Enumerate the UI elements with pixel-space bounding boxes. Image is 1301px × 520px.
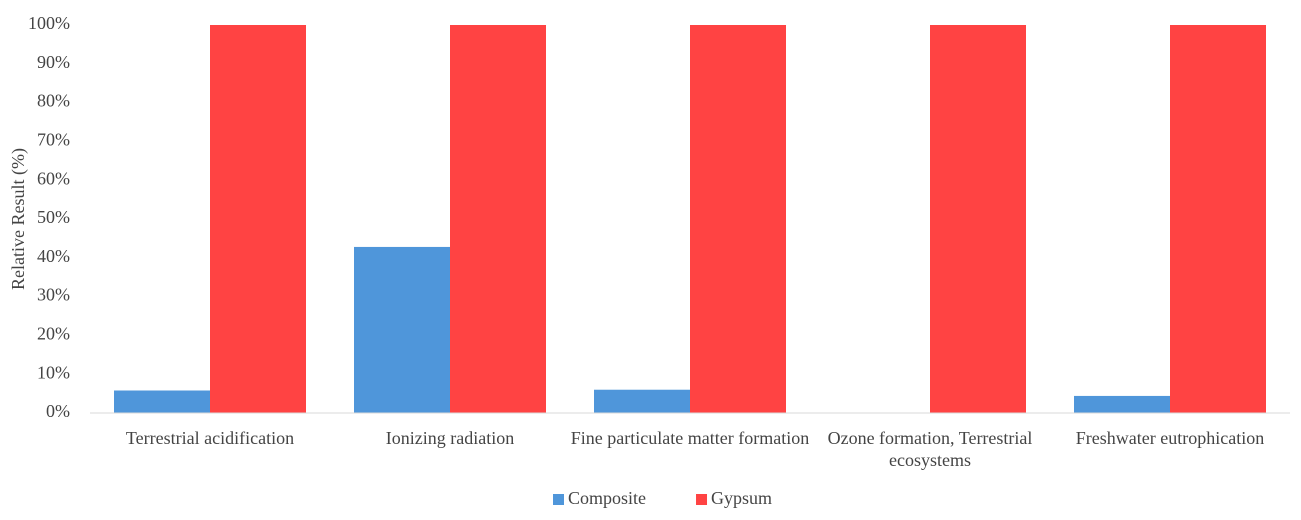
x-tick-label: Fine particulate matter formation [570,428,810,448]
legend: Composite Gypsum [553,488,772,508]
legend-label: Gypsum [711,488,772,508]
y-tick-label: 60% [37,168,70,188]
x-tick-label: Terrestrial acidification [125,428,295,448]
x-tick-label-box: Ozone formation, Terrestrial ecosystems [827,428,1033,470]
y-tick-label: 10% [37,362,70,382]
bar [1074,395,1170,413]
x-tick-label-box: Ionizing radiation [385,428,515,448]
legend-label: Composite [568,488,646,508]
y-tick-label: 100% [28,13,70,33]
legend-swatch [553,494,564,505]
x-tick-label-box: Fine particulate matter formation [570,428,810,448]
y-tick-label: 70% [37,130,70,150]
y-tick-label: 80% [37,91,70,111]
bar [354,246,450,413]
bar [450,25,546,413]
x-tick-label-box: Terrestrial acidification [125,428,295,448]
y-tick-label: 50% [37,207,70,227]
bar [594,389,690,413]
y-tick-label: 0% [46,401,70,421]
bar [690,25,786,413]
legend-swatch [696,494,708,505]
x-tick-label-box: Freshwater eutrophication [1075,428,1265,448]
bar [930,25,1026,413]
bar [114,390,210,413]
y-tick-label: 20% [37,324,70,344]
x-tick-label: Ozone formation, Terrestrial ecosystems [827,428,1033,470]
y-tick-label: 90% [37,52,70,72]
bar [210,25,306,413]
x-tick-label: Freshwater eutrophication [1075,428,1265,448]
y-tick-label: 40% [37,246,70,266]
bar [1170,25,1266,413]
y-tick-label: 30% [37,285,70,305]
x-tick-label: Ionizing radiation [385,428,515,448]
y-axis-label: Relative Result (%) [8,148,29,290]
